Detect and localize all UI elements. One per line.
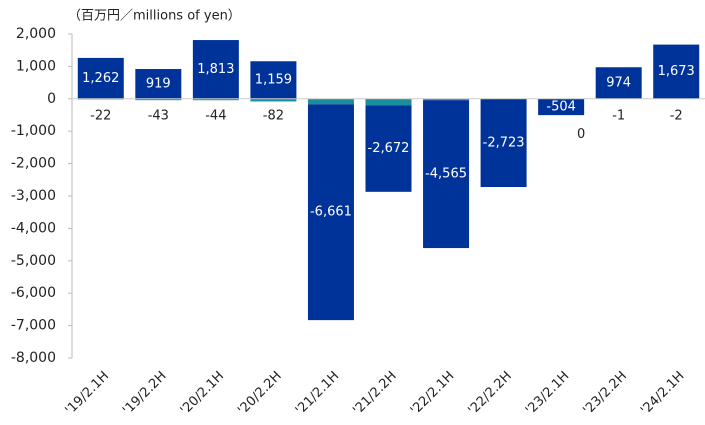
y-tick-label: 1,000 — [16, 58, 56, 74]
bar-segment — [595, 67, 642, 99]
y-axis-label: （百万円／millions of yen） — [68, 9, 241, 24]
x-tick-label: '21/2.2H — [350, 369, 399, 418]
data-label: -82 — [263, 108, 284, 123]
bar-segment — [250, 98, 297, 102]
x-tick-label: '22/2.2H — [465, 369, 514, 418]
y-tick-label: -4,000 — [11, 220, 56, 236]
bar-segment — [653, 44, 700, 99]
x-tick-label: '24/2.1H — [638, 369, 687, 418]
y-tick-label: -2,000 — [11, 156, 56, 172]
bar-segment — [135, 69, 182, 99]
x-tick-label: '21/2.1H — [293, 369, 342, 418]
x-tick-label: '20/2.2H — [235, 369, 284, 418]
x-tick-label: '19/2.1H — [63, 369, 112, 418]
data-label: 919 — [146, 76, 171, 91]
bar-segment — [192, 98, 239, 101]
bar-segment — [365, 105, 412, 192]
data-label: 1,673 — [658, 64, 695, 79]
data-label: 1,159 — [255, 73, 292, 88]
y-tick-label: 2,000 — [16, 26, 56, 42]
bar-segment — [307, 104, 354, 321]
bar-segment — [480, 98, 527, 188]
data-label: -504 — [546, 99, 576, 114]
data-label: 1,262 — [82, 71, 119, 86]
bar-segment — [307, 98, 354, 105]
data-label: -44 — [205, 108, 226, 123]
data-label: -6,661 — [310, 205, 352, 220]
bar-segment — [250, 61, 297, 99]
x-tick-label: '23/2.1H — [523, 369, 572, 418]
bar-segment — [192, 40, 239, 99]
x-tick-label: '23/2.2H — [581, 369, 630, 418]
bar-segment — [77, 57, 124, 99]
y-tick-label: -3,000 — [11, 188, 56, 204]
bar-segment — [538, 98, 585, 116]
data-label: -22 — [90, 108, 111, 123]
x-tick-label: '22/2.1H — [408, 369, 457, 418]
y-tick-label: -7,000 — [11, 318, 56, 334]
y-tick-label: -5,000 — [11, 253, 56, 269]
data-label: 974 — [606, 76, 631, 91]
data-label: 1,813 — [197, 62, 234, 77]
data-label: -43 — [148, 108, 169, 123]
data-label: -1 — [612, 108, 625, 123]
data-label: -2,672 — [368, 141, 410, 156]
bar-segment — [365, 98, 412, 106]
bar-segment — [423, 100, 470, 249]
x-tick-label: '20/2.1H — [178, 369, 227, 418]
data-label: 0 — [577, 127, 585, 142]
bar-segment — [135, 98, 182, 101]
y-tick-label: -6,000 — [11, 285, 56, 301]
data-label: -2 — [670, 108, 683, 123]
x-tick-label: '19/2.2H — [120, 369, 169, 418]
y-tick-label: 0 — [47, 91, 56, 107]
data-label: -2,723 — [483, 135, 525, 150]
y-tick-label: -8,000 — [11, 350, 56, 366]
y-tick-label: -1,000 — [11, 123, 56, 139]
data-label: -4,565 — [425, 167, 467, 182]
bar-segment — [423, 98, 470, 101]
